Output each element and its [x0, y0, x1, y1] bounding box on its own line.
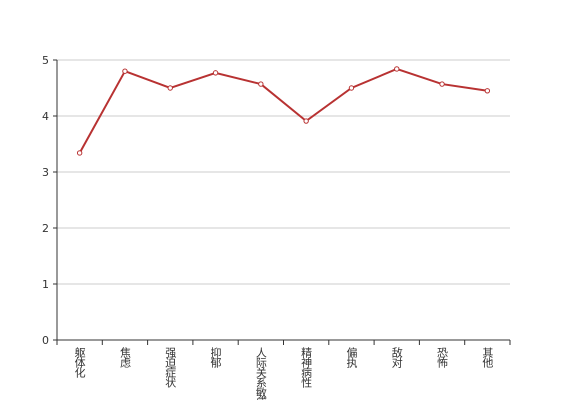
- x-tick-label: 敌对: [390, 346, 403, 368]
- y-tick-label: 1: [42, 278, 49, 291]
- point: [167, 85, 173, 91]
- x-tick-label: 强迫症状: [164, 347, 177, 388]
- x-tick-label: 焦虑: [118, 347, 131, 368]
- y-tick-label: 3: [42, 166, 49, 179]
- x-tick-label: 精神病性: [300, 347, 313, 389]
- point: [484, 88, 491, 94]
- point: [212, 70, 219, 76]
- y-tick-label: 0: [42, 334, 49, 347]
- y-tick-label: 4: [42, 110, 49, 123]
- point: [76, 150, 83, 156]
- x-tick-label: 人际关系敏感: [254, 347, 267, 400]
- y-tick-label: 2: [42, 222, 49, 235]
- x-tick-label: 躯体化: [73, 347, 86, 379]
- x-tick-label: 偏执: [345, 346, 358, 369]
- line: [78, 67, 488, 154]
- point: [122, 68, 128, 74]
- point: [394, 66, 400, 72]
- point: [439, 81, 445, 87]
- x-tick-label: 其他: [481, 347, 494, 368]
- point: [348, 85, 355, 91]
- y-tick-label: 5: [42, 54, 49, 67]
- x-tick-label: 抑郁: [209, 346, 222, 368]
- point: [303, 118, 309, 124]
- point: [258, 81, 264, 87]
- x-tick-label: 恐怖: [436, 347, 449, 368]
